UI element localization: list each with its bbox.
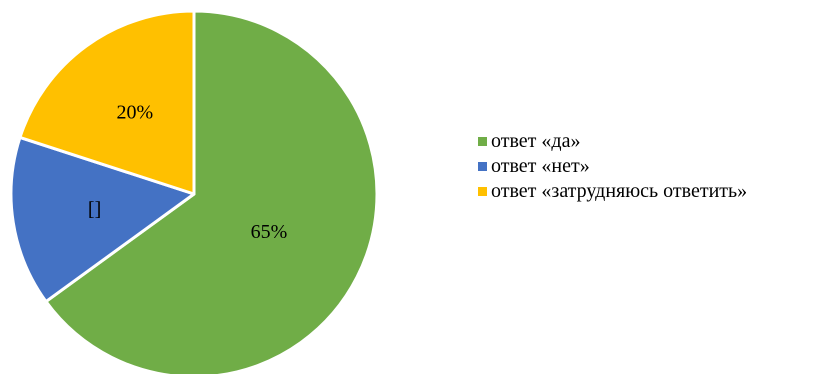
legend-swatch-unsure — [478, 187, 487, 196]
slice-no — [9, 135, 196, 304]
legend-label-yes: ответ «да» — [491, 130, 581, 152]
data-label-unsure: 20% — [117, 102, 154, 124]
legend-label-no: ответ «нет» — [491, 155, 590, 177]
legend: ответ «да» ответ «нет» ответ «затрудняюс… — [478, 129, 747, 204]
legend-item-unsure: ответ «затрудняюсь ответить» — [478, 179, 747, 204]
data-label-yes: 65% — [251, 221, 288, 243]
legend-label-unsure: ответ «затрудняюсь ответить» — [491, 180, 748, 202]
legend-item-yes: ответ «да» — [478, 129, 747, 154]
slice-yes — [44, 9, 379, 374]
slice-unsure — [18, 9, 196, 196]
legend-swatch-no — [478, 162, 487, 171]
legend-item-no: ответ «нет» — [478, 154, 747, 179]
pie-chart: 65% [] 20% — [9, 9, 379, 374]
legend-swatch-yes — [478, 137, 487, 146]
data-label-no: [] — [88, 199, 101, 221]
